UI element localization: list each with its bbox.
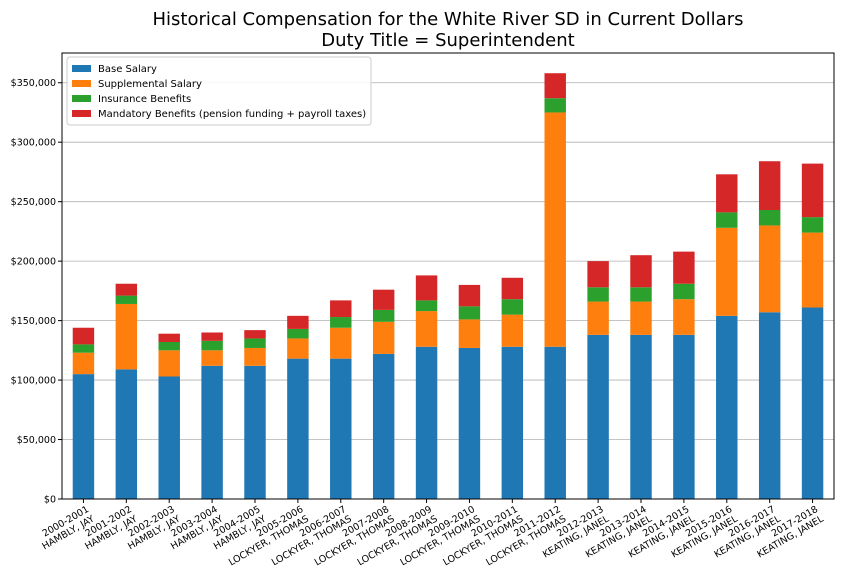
bar-segment — [372, 309, 395, 322]
legend-box — [66, 56, 372, 126]
bar-segment — [801, 232, 824, 308]
bar-segment — [587, 334, 609, 499]
bar-segment — [415, 311, 438, 347]
legend-label: Base Salary — [98, 64, 157, 75]
bar-segment — [201, 340, 223, 351]
bar-segment — [587, 287, 609, 302]
y-tick-label: $250,000 — [11, 197, 56, 208]
y-axis: $0 $50,000 $100,000 $150,000 $200,000 $250,00… — [11, 78, 62, 506]
bar-segment — [673, 334, 695, 499]
bar-segment — [716, 174, 738, 213]
legend-swatch — [72, 110, 91, 117]
plot-frame — [61, 52, 835, 500]
bar-segment — [244, 347, 266, 366]
bar-segment — [544, 73, 566, 99]
y-tick-label: $100,000 — [11, 376, 56, 387]
bar-segment — [630, 255, 652, 288]
y-tick-label: $150,000 — [11, 316, 56, 327]
bar-segment — [330, 317, 352, 328]
bar-segment — [287, 328, 309, 339]
bar-segment — [501, 299, 524, 315]
legend: Base Salary Supplemental Salary Insurance … — [66, 56, 372, 126]
bar-segment — [287, 315, 309, 329]
legend-label: Insurance Benefits — [98, 94, 191, 105]
bar-segment — [330, 327, 352, 359]
bar-segment — [415, 346, 438, 499]
bar-segment — [372, 321, 395, 354]
bar-segment — [115, 369, 138, 499]
bar-segment — [801, 307, 824, 499]
bar-segment — [673, 251, 695, 284]
gridlines — [62, 82, 834, 500]
bar-segment — [458, 319, 481, 348]
bar-segment — [501, 346, 524, 499]
bar-segment — [115, 283, 138, 296]
bar-segment — [544, 98, 566, 113]
bar-segment — [158, 333, 180, 343]
bar-segment — [544, 346, 566, 499]
bar-segment — [244, 365, 266, 499]
bar-segment — [201, 332, 223, 341]
bar-segment — [415, 275, 438, 301]
y-tick-label: $50,000 — [17, 435, 56, 446]
bar-segment — [244, 338, 266, 348]
bar-segment — [673, 283, 695, 300]
bar-segment — [72, 352, 95, 375]
bar-segment — [372, 353, 395, 499]
bar-segment — [458, 284, 481, 307]
bar-segment — [287, 338, 309, 359]
bar-segment — [201, 365, 223, 499]
bar-segment — [587, 261, 609, 288]
bar-segment — [801, 217, 824, 233]
bar-segment — [716, 315, 738, 499]
bar-segment — [158, 376, 180, 499]
bar-segment — [201, 350, 223, 366]
bars — [72, 73, 824, 499]
bar-segment — [244, 330, 266, 339]
bar-segment — [758, 312, 781, 499]
bar-segment — [415, 300, 438, 312]
bar-segment — [544, 112, 566, 347]
bar-segment — [458, 347, 481, 499]
bar-segment — [716, 212, 738, 228]
bar-segment — [630, 301, 652, 335]
bar-segment — [458, 306, 481, 320]
bar-segment — [72, 327, 95, 345]
bar-segment — [287, 358, 309, 499]
bar-segment — [330, 358, 352, 499]
bar-segment — [716, 227, 738, 316]
bar-segment — [630, 334, 652, 499]
bar-segment — [673, 299, 695, 335]
bar-segment — [158, 342, 180, 351]
legend-label: Mandatory Benefits (pension funding + pa… — [98, 109, 366, 120]
bar-segment — [372, 289, 395, 310]
bar-segment — [587, 301, 609, 335]
bar-segment — [115, 303, 138, 370]
bar-segment — [630, 287, 652, 302]
y-tick-label: $350,000 — [11, 78, 56, 89]
y-tick-label: $200,000 — [11, 257, 56, 268]
bar-segment — [758, 161, 781, 210]
chart-subtitle: Duty Title = Superintendent — [321, 30, 574, 51]
y-tick-label: $0 — [44, 495, 56, 506]
bar-segment — [72, 374, 95, 499]
bar-segment — [115, 295, 138, 304]
bar-segment — [501, 277, 524, 300]
bar-segment — [758, 209, 781, 226]
bar-segment — [801, 163, 824, 218]
legend-label: Supplemental Salary — [98, 79, 202, 90]
bar-segment — [158, 350, 180, 377]
y-tick-label: $300,000 — [11, 138, 56, 149]
chart-title: Historical Compensation for the White Ri… — [153, 9, 744, 30]
legend-swatch — [72, 65, 91, 72]
legend-swatch — [72, 95, 91, 102]
bar-segment — [501, 314, 524, 347]
legend-swatch — [72, 80, 91, 87]
bar-segment — [330, 300, 352, 318]
bar-segment — [758, 225, 781, 313]
bar-segment — [72, 344, 95, 353]
